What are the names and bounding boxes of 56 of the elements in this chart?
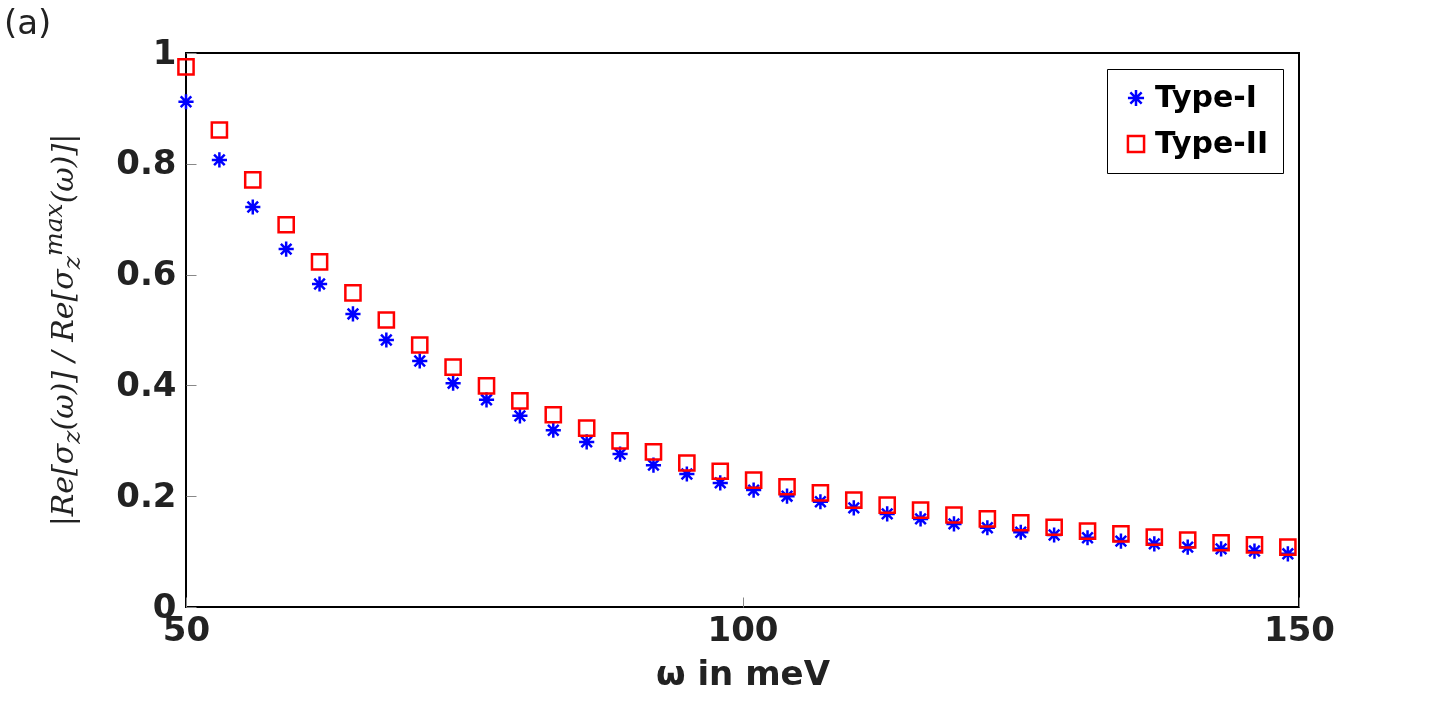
point (177, 92, 195, 111)
point (678, 454, 696, 472)
point (444, 358, 462, 376)
point (1279, 538, 1297, 556)
point (1178, 531, 1197, 549)
y-tick-label: 0.4 (116, 363, 177, 404)
point (544, 421, 563, 440)
point (377, 311, 396, 329)
point (277, 240, 295, 258)
point (177, 58, 195, 76)
x-tick-label: 100 (707, 608, 779, 649)
point (1245, 536, 1264, 554)
point (410, 336, 429, 354)
point (844, 491, 863, 509)
point (277, 215, 295, 234)
point (477, 377, 496, 395)
point (1011, 513, 1030, 532)
point (243, 171, 262, 189)
point (511, 392, 529, 410)
y-tick-label: 1 (152, 31, 177, 72)
point (1212, 533, 1230, 552)
point (310, 253, 329, 271)
legend-label: Type-II (1155, 125, 1269, 160)
point (1112, 525, 1130, 543)
point (1045, 518, 1063, 537)
point (544, 405, 563, 424)
point (611, 431, 629, 450)
point (978, 510, 997, 528)
point (878, 496, 897, 514)
point (644, 443, 663, 461)
text: (a) (4, 2, 52, 42)
point (945, 506, 963, 524)
point (778, 477, 796, 496)
point (344, 305, 362, 323)
x-tick-label: 150 (1264, 608, 1335, 649)
point (210, 151, 229, 169)
point (1145, 528, 1164, 547)
point (711, 462, 730, 481)
point (511, 407, 529, 425)
y-tick-label: 0.2 (116, 474, 177, 515)
point (310, 275, 329, 293)
point (344, 284, 362, 302)
x-axis-title: ω in meV (656, 652, 831, 693)
point (444, 374, 462, 393)
point (243, 198, 262, 216)
point (811, 484, 830, 502)
y-tick-label: 0.8 (116, 142, 177, 183)
point (1078, 522, 1097, 540)
y-tick-label: 0.6 (116, 253, 177, 294)
point (410, 352, 429, 370)
point (911, 501, 930, 519)
point (577, 419, 596, 437)
point (377, 331, 396, 349)
point (744, 471, 763, 489)
legend-label: Type-I (1155, 79, 1257, 114)
point (210, 121, 229, 139)
